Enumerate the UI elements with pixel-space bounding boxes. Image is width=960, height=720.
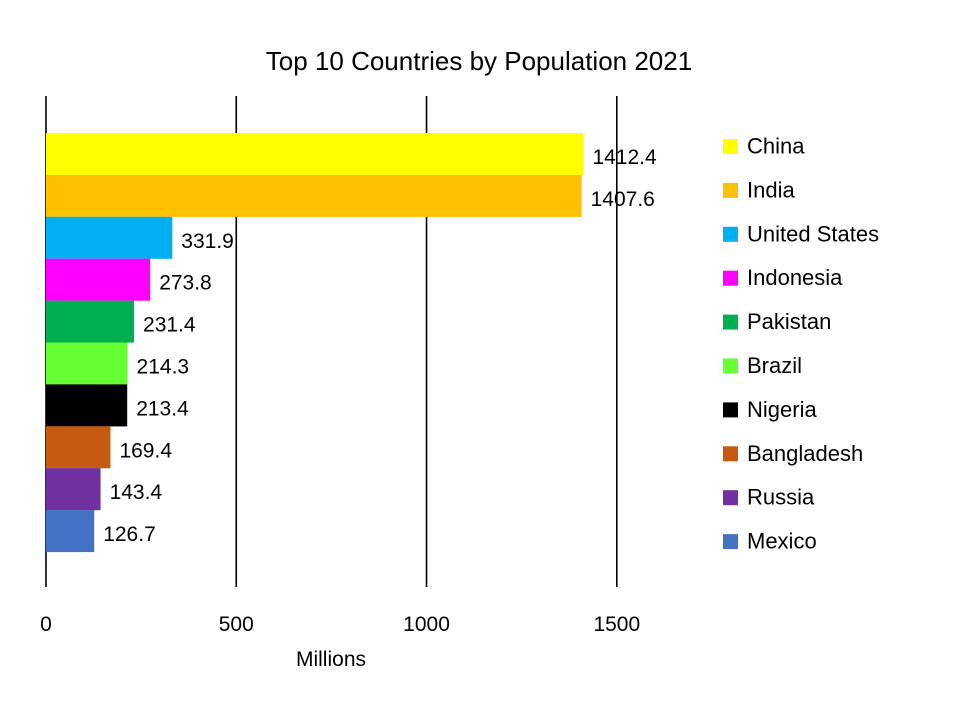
data-label-russia: 143.4 (110, 481, 163, 504)
legend: China India United States Indonesia Pakistan… (723, 134, 879, 554)
data-label-indonesia: 273.8 (159, 272, 212, 295)
data-label-china: 1412.4 (592, 146, 657, 169)
data-label-india: 1407.6 (591, 188, 655, 211)
bar-bangladesh (46, 426, 111, 469)
chart-title: Top 10 Countries by Population 2021 (266, 46, 692, 76)
legend-swatch-china (723, 139, 738, 154)
legend-swatch-brazil (723, 358, 738, 374)
legend-label-indonesia: Indonesia (747, 265, 843, 290)
legend-swatch-united-states (723, 226, 738, 242)
data-label-united-states: 331.9 (181, 230, 234, 253)
legend-item-china: China (723, 134, 805, 159)
legend-item-bangladesh: Bangladesh (723, 441, 863, 466)
data-label-mexico: 126.7 (103, 523, 156, 546)
legend-label-nigeria: Nigeria (747, 397, 817, 422)
data-label-nigeria: 213.4 (136, 397, 189, 420)
bar-pakistan (46, 300, 135, 343)
bars (46, 133, 584, 553)
bar-india (46, 174, 582, 217)
legend-swatch-pakistan (723, 314, 738, 330)
x-tick-label-500: 500 (219, 613, 254, 636)
legend-label-brazil: Brazil (747, 353, 802, 378)
legend-item-pakistan: Pakistan (723, 309, 831, 334)
bar-brazil (46, 342, 128, 385)
bar-nigeria (46, 384, 128, 427)
legend-label-china: China (747, 134, 805, 159)
legend-item-brazil: Brazil (723, 353, 802, 378)
legend-swatch-mexico (723, 534, 738, 550)
legend-item-indonesia: Indonesia (723, 265, 843, 290)
legend-label-pakistan: Pakistan (747, 309, 831, 334)
data-label-brazil: 214.3 (137, 356, 190, 379)
x-tick-label-1000: 1000 (403, 613, 450, 636)
data-label-bangladesh: 169.4 (119, 439, 172, 462)
legend-item-mexico: Mexico (723, 529, 817, 554)
legend-swatch-russia (723, 490, 738, 506)
legend-label-india: India (747, 177, 795, 202)
bar-indonesia (46, 258, 151, 301)
legend-label-united-states: United States (747, 221, 879, 246)
x-tick-label-1500: 1500 (593, 613, 640, 636)
x-tick-label-0: 0 (40, 613, 52, 636)
data-labels: 1412.4 1407.6 331.9 273.8 231.4 214.3 213.4 169… (103, 146, 657, 546)
legend-label-russia: Russia (747, 485, 815, 510)
bar-united-states (46, 216, 173, 259)
legend-item-nigeria: Nigeria (723, 397, 817, 422)
bar-mexico (46, 510, 95, 553)
data-label-pakistan: 231.4 (143, 314, 196, 337)
legend-item-united-states: United States (723, 221, 879, 246)
legend-swatch-bangladesh (723, 446, 738, 462)
legend-item-india: India (723, 177, 795, 202)
legend-label-bangladesh: Bangladesh (747, 441, 863, 466)
bar-russia (46, 468, 101, 511)
legend-swatch-indonesia (723, 270, 738, 286)
legend-swatch-india (723, 182, 738, 198)
x-axis-label: Millions (296, 648, 366, 671)
legend-item-russia: Russia (723, 485, 815, 510)
x-axis-ticks: 0 500 1000 1500 (40, 613, 640, 636)
legend-label-mexico: Mexico (747, 529, 817, 554)
bar-china (46, 133, 584, 175)
legend-swatch-nigeria (723, 402, 738, 418)
